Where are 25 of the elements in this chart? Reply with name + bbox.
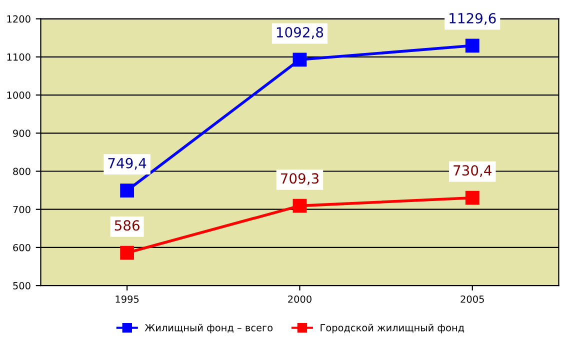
point (292, 198, 307, 213)
point (465, 190, 480, 205)
point (292, 52, 307, 67)
x-tick-label: 1995 (116, 295, 139, 303)
data-label: 749,4 (108, 158, 146, 170)
legend-label: Городской жилищный фонд (320, 324, 464, 334)
data-label: 730,4 (454, 165, 492, 178)
y-tick-label: 1100 (7, 53, 30, 61)
y-tick-label: 700 (13, 206, 30, 214)
data-label: 709,3 (280, 173, 318, 186)
data-label: 1092,8 (276, 27, 324, 39)
y-tick-label: 500 (13, 282, 30, 290)
y-tick-label: 600 (13, 244, 30, 252)
x-tick-label: 2005 (460, 295, 484, 303)
point (120, 246, 134, 260)
point (120, 184, 134, 198)
y-tick-label: 1000 (7, 92, 30, 99)
point (465, 38, 480, 53)
legend-label: Жилищный фонд – всего (144, 324, 273, 334)
y-tick-label: 800 (13, 168, 30, 176)
y-tick-label: 1200 (7, 15, 30, 23)
data-label: 1129,6 (450, 12, 496, 25)
data-label: 586 (114, 220, 140, 231)
x-tick-label: 2000 (288, 295, 312, 303)
y-tick-label: 900 (13, 130, 30, 137)
